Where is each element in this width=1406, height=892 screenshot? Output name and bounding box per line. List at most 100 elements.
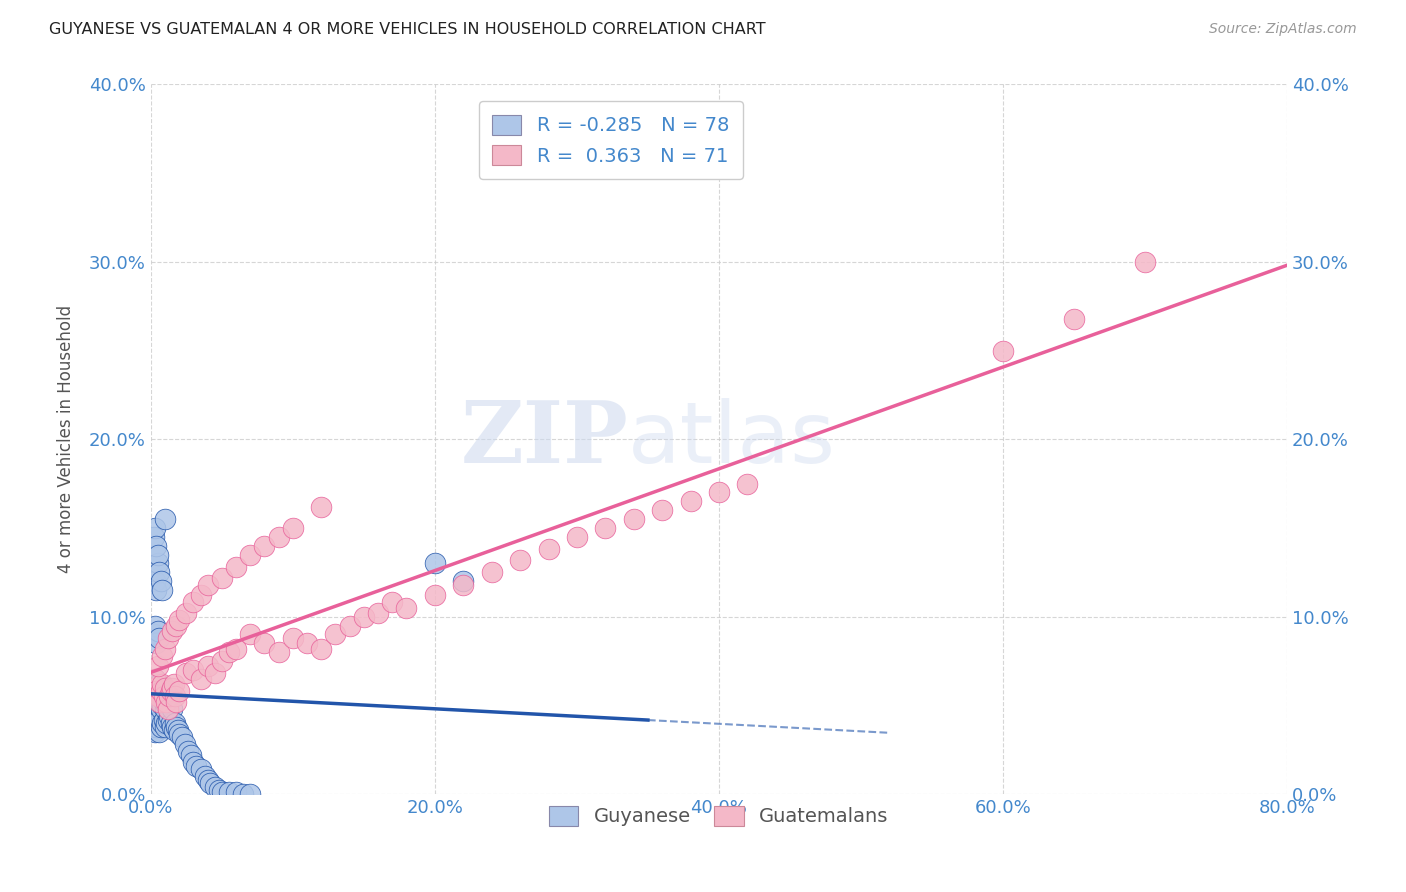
Point	[225, 560, 247, 574]
Point	[165, 720, 187, 734]
Point	[145, 702, 167, 716]
Point	[679, 494, 702, 508]
Point	[167, 727, 190, 741]
Point	[595, 521, 617, 535]
Point	[737, 476, 759, 491]
Point	[153, 512, 176, 526]
Point	[142, 716, 165, 731]
Point	[281, 631, 304, 645]
Point	[453, 578, 475, 592]
Text: atlas: atlas	[628, 398, 837, 481]
Point	[180, 747, 202, 762]
Point	[157, 690, 180, 704]
Point	[453, 574, 475, 589]
Point	[211, 785, 233, 799]
Point	[146, 698, 169, 713]
Point	[145, 684, 167, 698]
Point	[395, 600, 418, 615]
Point	[267, 645, 290, 659]
Point	[142, 681, 165, 695]
Point	[143, 690, 166, 704]
Point	[153, 684, 176, 698]
Point	[353, 609, 375, 624]
Point	[160, 681, 183, 695]
Point	[143, 672, 166, 686]
Point	[149, 702, 172, 716]
Point	[1133, 255, 1156, 269]
Point	[339, 618, 361, 632]
Point	[146, 716, 169, 731]
Point	[155, 698, 177, 713]
Point	[145, 684, 167, 698]
Point	[481, 566, 503, 580]
Point	[150, 716, 173, 731]
Point	[176, 666, 198, 681]
Point	[623, 512, 645, 526]
Point	[146, 659, 169, 673]
Point	[160, 720, 183, 734]
Point	[537, 542, 560, 557]
Point	[145, 582, 167, 597]
Point	[153, 720, 176, 734]
Point	[153, 681, 176, 695]
Point	[142, 627, 165, 641]
Point	[149, 684, 172, 698]
Point	[143, 725, 166, 739]
Point	[148, 695, 170, 709]
Point	[253, 636, 276, 650]
Point	[165, 618, 187, 632]
Point	[218, 785, 240, 799]
Point	[149, 684, 172, 698]
Point	[156, 713, 179, 727]
Point	[267, 530, 290, 544]
Point	[177, 744, 200, 758]
Point	[208, 783, 231, 797]
Point	[167, 684, 190, 698]
Point	[142, 530, 165, 544]
Point	[200, 776, 222, 790]
Point	[148, 725, 170, 739]
Point	[194, 769, 217, 783]
Point	[176, 606, 198, 620]
Y-axis label: 4 or more Vehicles in Household: 4 or more Vehicles in Household	[58, 305, 75, 574]
Point	[281, 521, 304, 535]
Text: Source: ZipAtlas.com: Source: ZipAtlas.com	[1209, 22, 1357, 37]
Point	[148, 713, 170, 727]
Point	[152, 690, 174, 704]
Point	[145, 539, 167, 553]
Point	[142, 681, 165, 695]
Point	[146, 557, 169, 571]
Point	[165, 695, 187, 709]
Point	[183, 595, 205, 609]
Point	[148, 566, 170, 580]
Point	[707, 485, 730, 500]
Point	[509, 553, 531, 567]
Point	[170, 731, 193, 745]
Point	[142, 698, 165, 713]
Point	[150, 677, 173, 691]
Point	[143, 707, 166, 722]
Point	[211, 571, 233, 585]
Point	[148, 695, 170, 709]
Point	[204, 666, 226, 681]
Point	[197, 578, 219, 592]
Text: GUYANESE VS GUATEMALAN 4 OR MORE VEHICLES IN HOUSEHOLD CORRELATION CHART: GUYANESE VS GUATEMALAN 4 OR MORE VEHICLE…	[49, 22, 766, 37]
Point	[148, 631, 170, 645]
Point	[159, 684, 181, 698]
Point	[156, 631, 179, 645]
Point	[145, 720, 167, 734]
Point	[225, 641, 247, 656]
Point	[159, 716, 181, 731]
Point	[153, 641, 176, 656]
Point	[197, 659, 219, 673]
Point	[167, 613, 190, 627]
Point	[190, 672, 212, 686]
Point	[160, 624, 183, 638]
Point	[149, 574, 172, 589]
Point	[150, 681, 173, 695]
Point	[155, 695, 177, 709]
Point	[225, 785, 247, 799]
Point	[143, 672, 166, 686]
Point	[232, 787, 254, 801]
Point	[309, 500, 332, 514]
